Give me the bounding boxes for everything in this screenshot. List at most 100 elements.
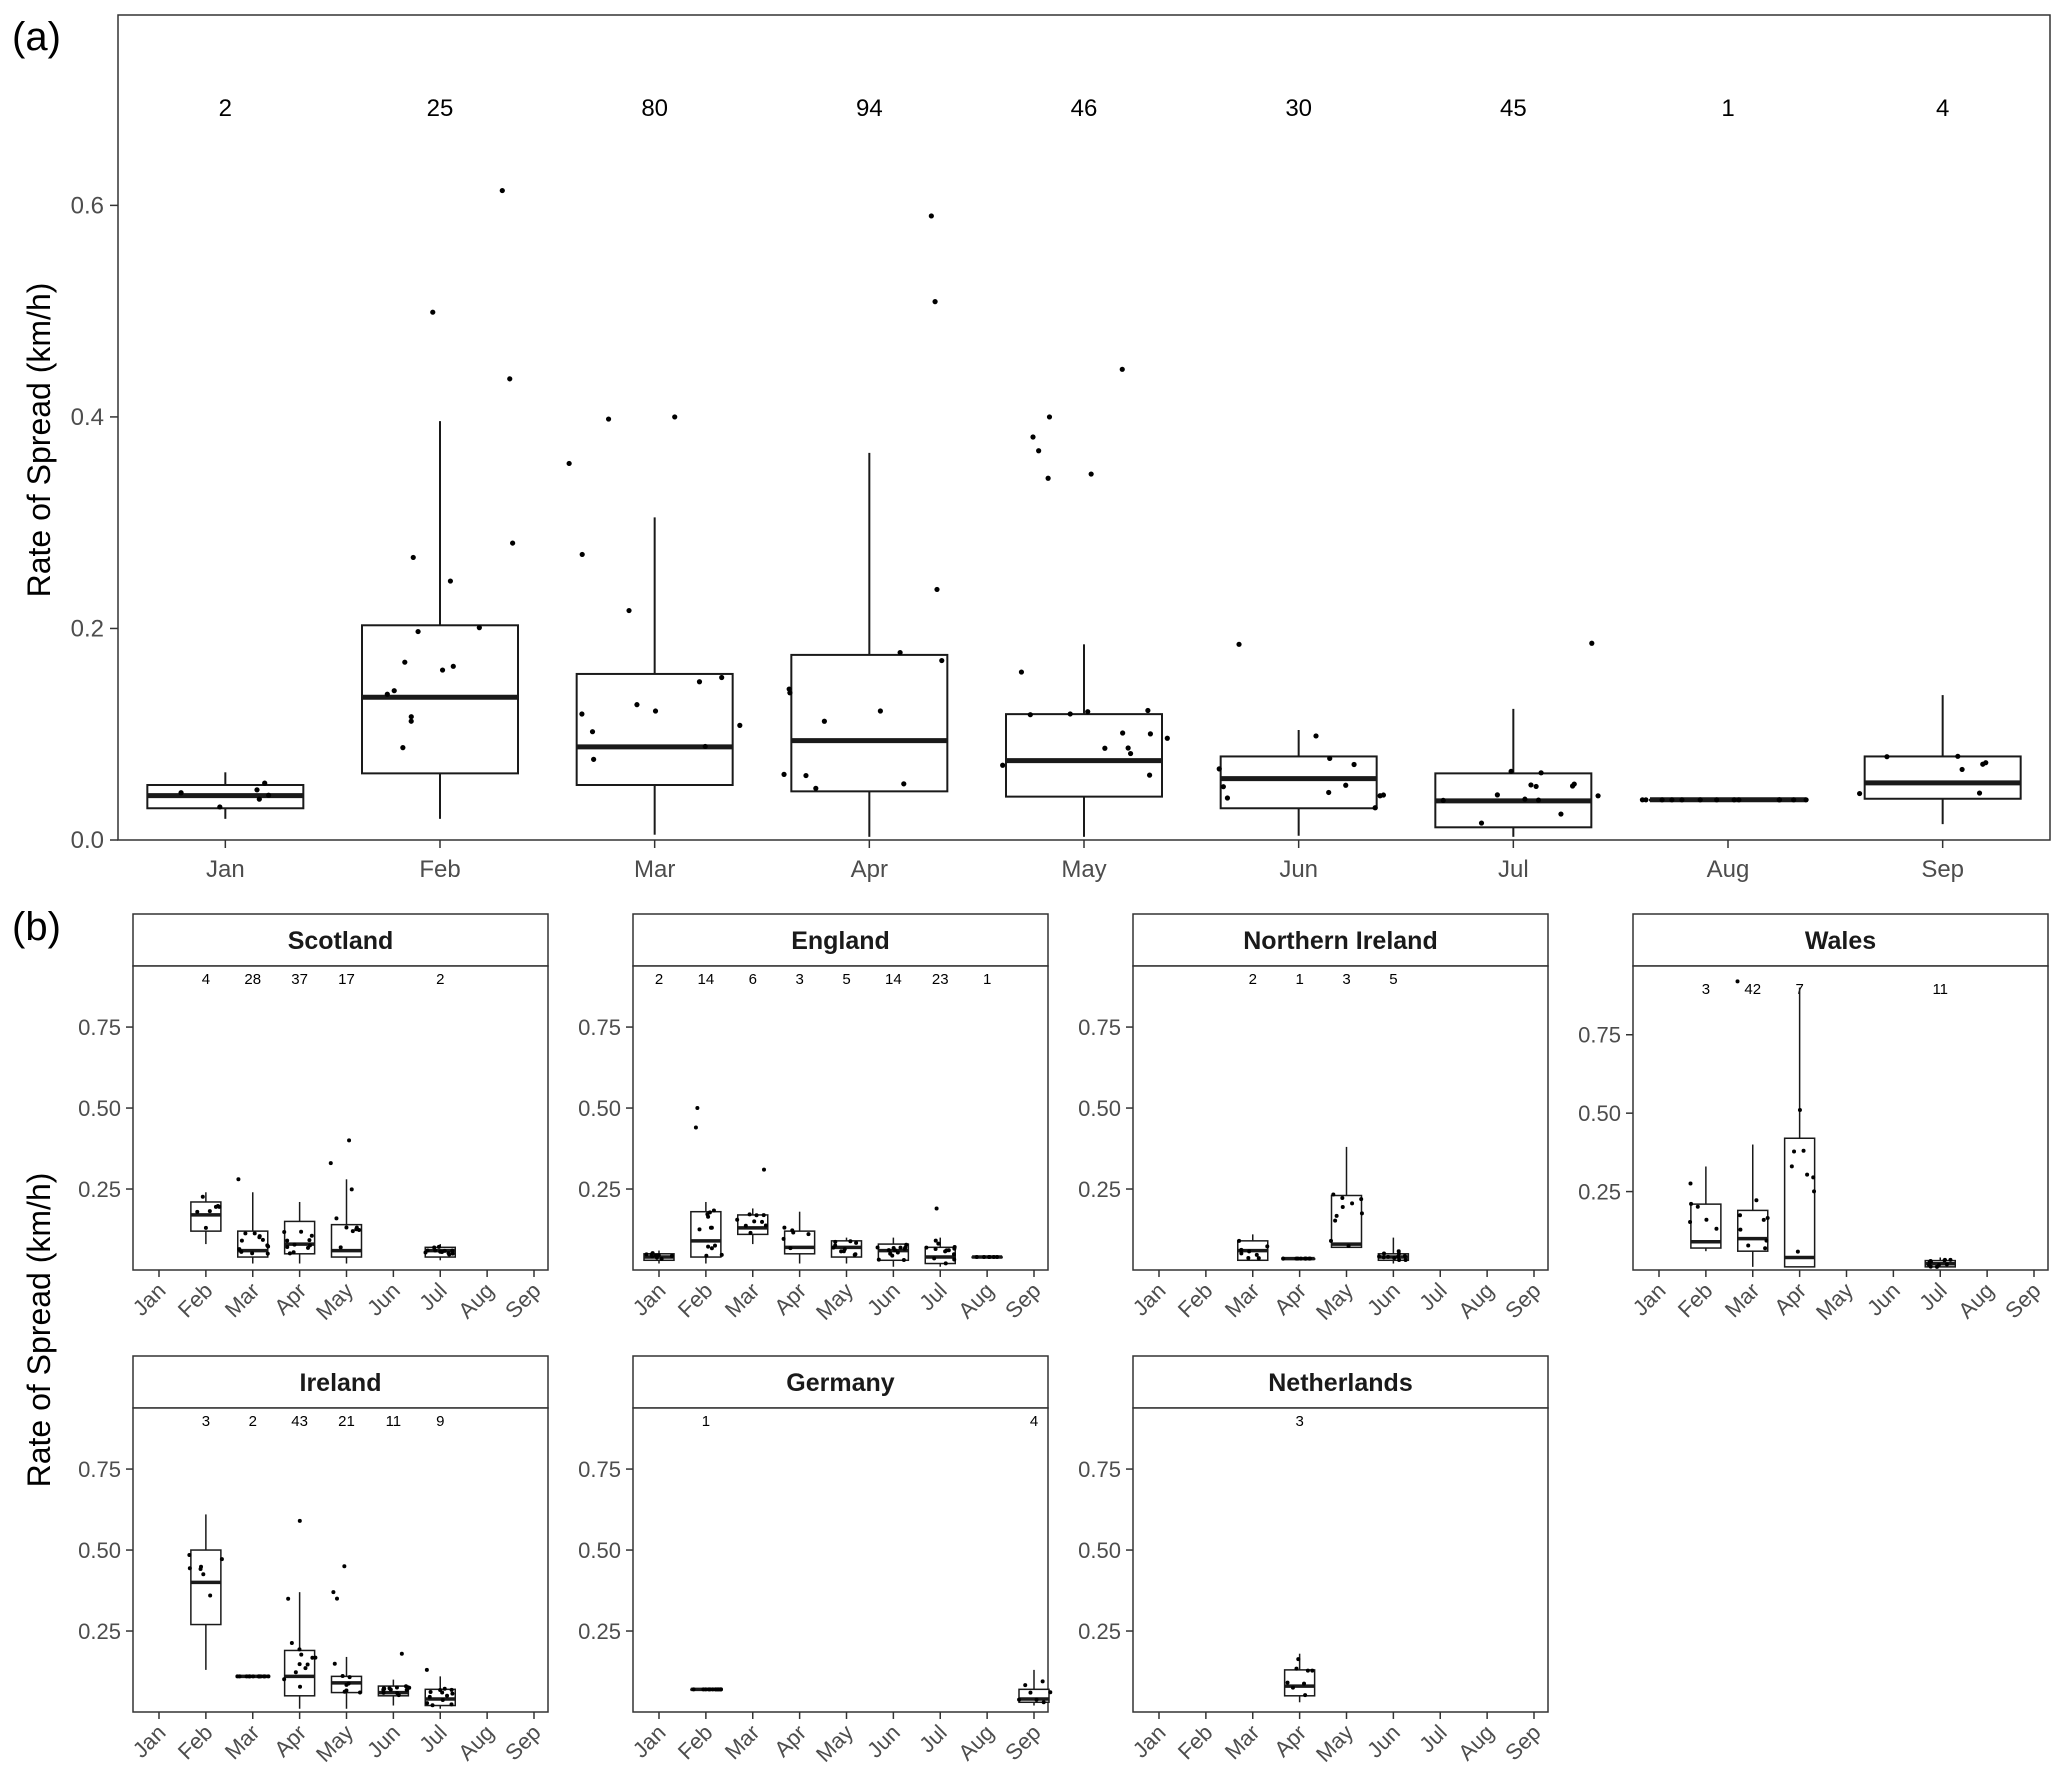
box-f1-0: [643, 1250, 675, 1264]
data-point: [1801, 1148, 1806, 1153]
count-label-apr: 1: [1295, 971, 1303, 988]
data-point: [309, 1233, 314, 1238]
data-point: [394, 1685, 399, 1690]
box-iqr: [283, 1220, 316, 1255]
x-tick-label-jan: Jan: [1628, 1278, 1671, 1321]
data-point: [936, 1241, 941, 1246]
data-point: [1254, 1252, 1259, 1257]
outlier-point: [499, 187, 505, 194]
data-point: [691, 1687, 696, 1692]
data-point: [1164, 735, 1170, 741]
x-tick-label-jun: Jun: [862, 1720, 905, 1763]
outlier-point: [1797, 1108, 1802, 1113]
data-point: [344, 1682, 349, 1687]
data-point: [1239, 1247, 1244, 1252]
panel-b-ylabel: Rate of Spread (km/h): [21, 1173, 57, 1488]
x-tick-label-may: May: [1811, 1278, 1858, 1325]
data-point: [579, 551, 585, 558]
data-point: [1679, 797, 1685, 803]
data-point: [1558, 811, 1564, 817]
facet-title: Wales: [1805, 927, 1876, 955]
facet-northern-ireland: Northern Ireland 0.25 0.50 0.75 Jan Feb Mar 2 Ap…: [1078, 913, 1549, 1325]
facet-title: Germany: [786, 1369, 894, 1397]
box-f1-4: [830, 1237, 863, 1264]
data-point: [286, 1596, 291, 1601]
data-point: [1310, 1668, 1315, 1673]
data-point: [510, 540, 516, 546]
count-label-feb: 4: [202, 971, 210, 988]
data-point: [995, 1255, 1000, 1260]
data-point: [313, 1655, 318, 1660]
data-point: [1942, 1257, 1947, 1262]
x-tick-label-mar: Mar: [220, 1278, 264, 1322]
y-tick-label: 0.75: [578, 1457, 621, 1482]
data-point: [659, 1256, 664, 1261]
count-label-may: 3: [1342, 971, 1350, 988]
x-tick-label-sep: Sep: [2000, 1278, 2045, 1323]
data-point: [1224, 795, 1231, 801]
data-point: [1381, 1255, 1386, 1260]
data-point: [1478, 820, 1485, 826]
y-tick-label: 0.6: [71, 192, 104, 219]
data-point: [1372, 805, 1378, 811]
x-tick-label-jul: Jul: [1498, 856, 1529, 883]
data-point: [265, 792, 272, 798]
data-point: [425, 1701, 430, 1706]
box-f1-5: [875, 1237, 910, 1267]
data-point: [1303, 1256, 1308, 1261]
outlier-point: [761, 1167, 766, 1172]
facet-scotland: Scotland 0.25 0.50 0.75 Jan Feb 4 Mar 28 Apr 37 May…: [78, 913, 549, 1325]
count-label-apr: 37: [291, 971, 308, 988]
facet-ireland: Ireland 0.25 0.50 0.75 Jan Feb 3 Mar 2 Apr 43 May 21…: [78, 1355, 549, 1767]
box-f2-4: [1328, 1146, 1364, 1249]
data-point: [1048, 1690, 1053, 1695]
x-tick-label-jan: Jan: [1128, 1720, 1171, 1763]
data-point: [358, 1690, 363, 1695]
data-point: [402, 659, 408, 665]
data-point: [644, 1252, 649, 1257]
outlier-point: [507, 376, 513, 382]
data-point: [697, 1227, 702, 1232]
data-point: [340, 1674, 345, 1679]
x-tick-label-sep: Sep: [1921, 856, 1964, 883]
data-point: [974, 1255, 979, 1260]
data-point: [1805, 1172, 1810, 1177]
data-point: [291, 1250, 296, 1255]
facet-title: Ireland: [300, 1369, 382, 1397]
data-point: [1959, 766, 1965, 773]
data-point: [400, 745, 406, 751]
data-point: [415, 628, 421, 635]
panel-a-ylabel: Rate of Spread (km/h): [21, 283, 57, 598]
data-point: [449, 1687, 454, 1692]
data-point: [713, 1243, 718, 1248]
outlier-point: [1030, 434, 1036, 440]
data-point: [1028, 1690, 1033, 1695]
outlier-point: [1119, 366, 1125, 372]
x-tick-label-jun: Jun: [1362, 1278, 1405, 1321]
y-tick-label: 0.75: [1578, 1023, 1621, 1048]
x-tick-label-feb: Feb: [419, 856, 460, 883]
data-point: [1764, 1238, 1769, 1243]
data-point: [748, 1230, 753, 1235]
data-point: [952, 1257, 957, 1262]
count-label-jul: 11: [1932, 981, 1948, 998]
data-point: [1763, 1246, 1768, 1251]
data-point: [1776, 797, 1783, 803]
data-point: [903, 1245, 908, 1250]
data-point: [987, 1255, 992, 1260]
facet-title: Scotland: [288, 927, 394, 955]
data-point: [813, 785, 819, 791]
count-label-jan: 2: [219, 95, 232, 122]
outlier-point: [1088, 471, 1094, 477]
data-point: [946, 1248, 951, 1253]
data-point: [1669, 797, 1675, 803]
data-point: [853, 1252, 858, 1257]
y-tick-label: 0.2: [71, 615, 104, 642]
box-a-6: [1434, 640, 1601, 837]
data-point: [1000, 762, 1006, 768]
x-tick-label-jan: Jan: [128, 1720, 171, 1763]
data-point: [1377, 1254, 1382, 1259]
data-point: [877, 708, 883, 714]
data-point: [239, 1238, 244, 1243]
